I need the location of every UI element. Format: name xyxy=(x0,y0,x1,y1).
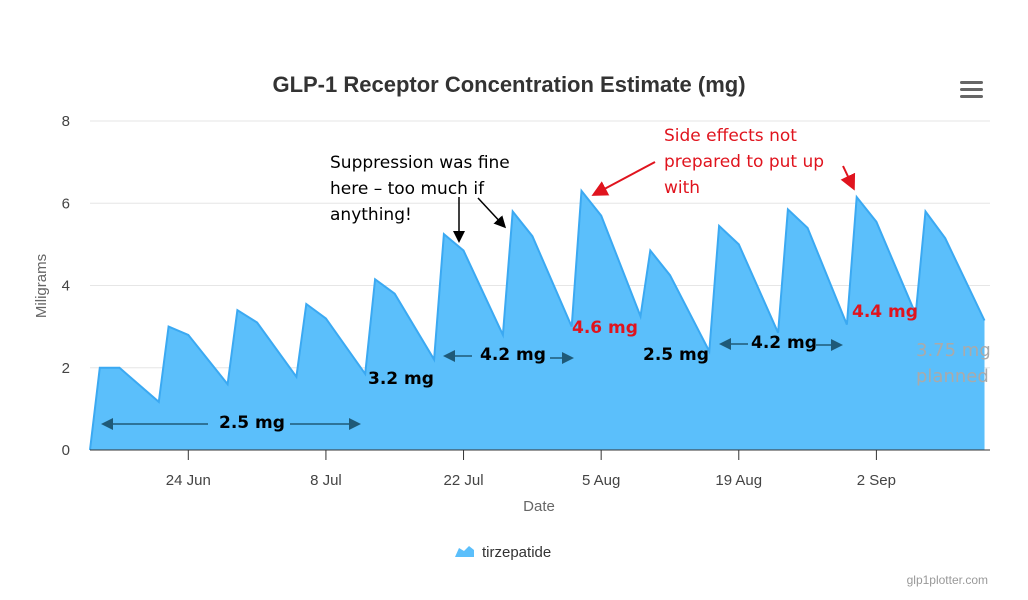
x-axis-label: Date xyxy=(523,498,555,515)
annotation-arrows xyxy=(101,161,856,430)
y-tick-label: 8 xyxy=(62,113,70,130)
annotation-suppression: Suppression was fine here – too much if … xyxy=(330,153,510,225)
y-tick-label: 2 xyxy=(62,360,70,377)
x-tick-label: 22 Jul xyxy=(444,472,484,489)
x-tick-label: 19 Aug xyxy=(715,472,762,489)
arrow-side-effects-2 xyxy=(840,165,856,191)
annotation-side-effects: Side effects not prepared to put up with xyxy=(664,126,825,198)
label-dose-3-2: 3.2 mg xyxy=(368,369,434,389)
hamburger-menu-icon[interactable] xyxy=(955,74,988,104)
legend-label: tirzepatide xyxy=(482,544,551,561)
y-tick-label: 6 xyxy=(62,195,70,212)
label-dose-4-2-b: 4.2 mg xyxy=(751,333,817,353)
credits-link[interactable]: glp1plotter.com xyxy=(907,573,988,587)
y-axis-label: Miligrams xyxy=(33,254,50,318)
x-tick-label: 24 Jun xyxy=(166,472,211,489)
label-dose-4-6: 4.6 mg xyxy=(572,318,638,338)
label-dose-4-4: 4.4 mg xyxy=(852,302,918,322)
label-dose-2-5-a: 2.5 mg xyxy=(219,413,285,433)
x-tick-label: 2 Sep xyxy=(857,472,896,489)
chart-title: GLP-1 Receptor Concentration Estimate (m… xyxy=(272,72,745,97)
series-line-tirzepatide xyxy=(89,188,986,451)
arrow-suppression-2 xyxy=(477,197,507,229)
legend-item-tirzepatide[interactable]: tirzepatide xyxy=(455,544,551,561)
y-tick-label: 0 xyxy=(62,442,70,459)
legend-area-icon xyxy=(455,546,474,557)
y-tick-label: 4 xyxy=(62,278,70,295)
label-dose-2-5-b: 2.5 mg xyxy=(643,345,709,365)
x-tick-label: 5 Aug xyxy=(582,472,620,489)
x-tick-label: 8 Jul xyxy=(310,472,342,489)
arrow-side-effects-1 xyxy=(591,161,656,196)
area-fill-tirzepatide xyxy=(90,190,985,450)
label-dose-3-75-planned: 3.75 mg planned xyxy=(916,340,991,387)
label-dose-4-2-a: 4.2 mg xyxy=(480,345,546,365)
